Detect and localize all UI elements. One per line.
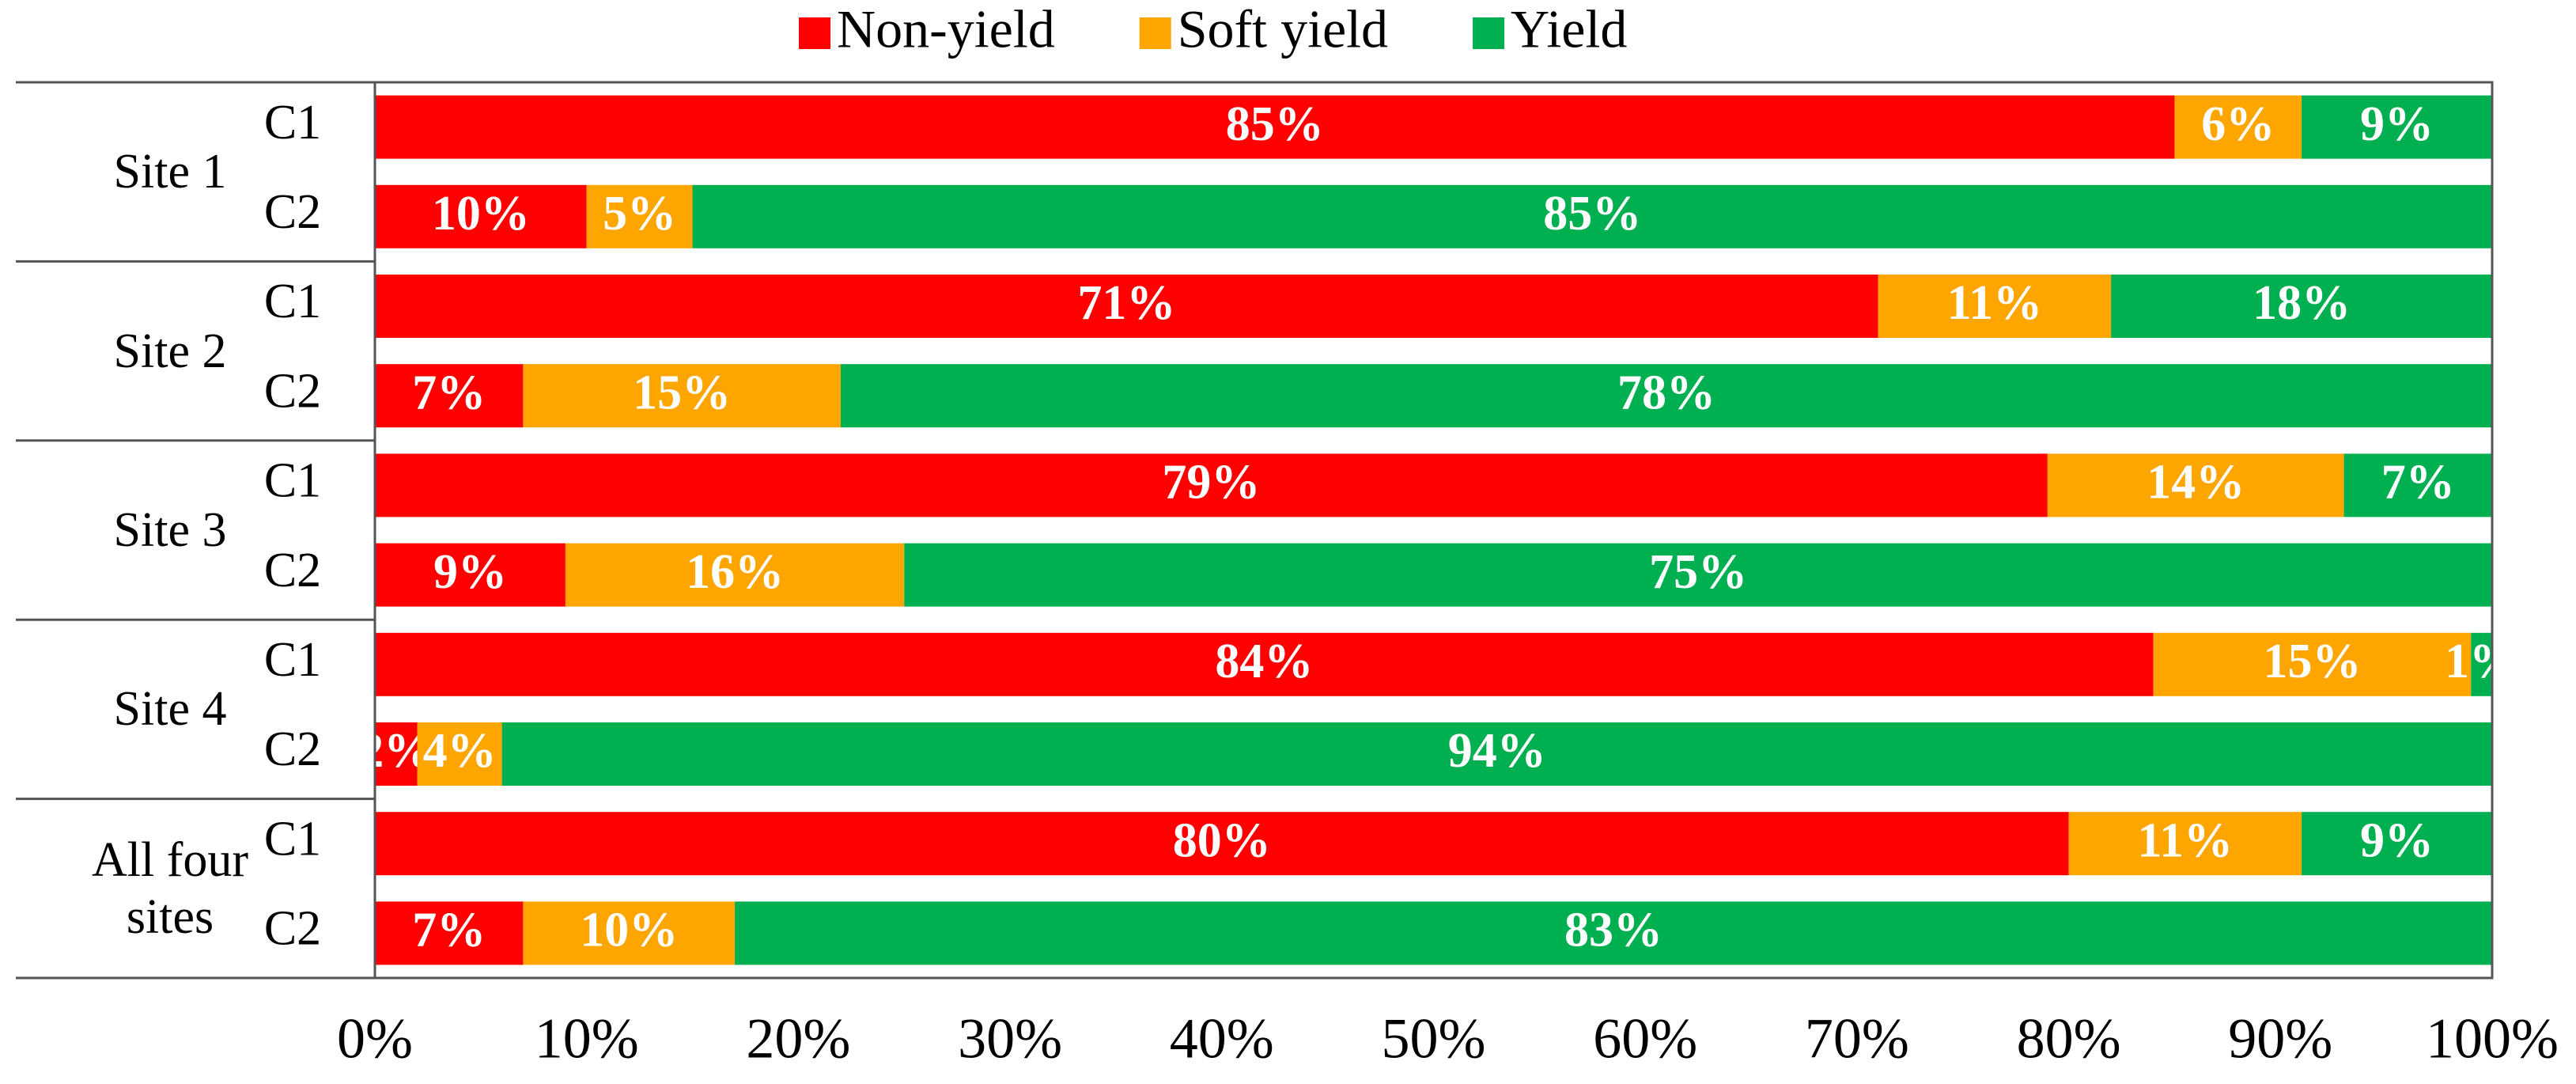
bar-segment [2302, 812, 2492, 876]
bar-segment [904, 543, 2492, 607]
bar-segment [375, 812, 2069, 876]
legend-label: Non-yield [837, 0, 1055, 59]
group-label: Site 4 [113, 682, 227, 737]
bar-segment [375, 95, 2175, 159]
bar-segment [692, 184, 2492, 248]
x-tick-label: 90% [2228, 1007, 2332, 1071]
bar-segment [2153, 632, 2472, 696]
bar-segment [565, 543, 905, 607]
data-label: 79% [1162, 456, 1260, 510]
data-label: 10% [580, 904, 678, 957]
data-label: 15% [633, 366, 731, 419]
bar-segment [375, 901, 524, 965]
bar-segment [2068, 812, 2302, 876]
data-label: 9% [433, 545, 507, 599]
data-label: 78% [1617, 366, 1715, 419]
data-label: 4% [423, 724, 497, 778]
data-label: 7% [412, 366, 486, 419]
legend-swatch [1473, 17, 1505, 49]
category-label: C2 [264, 185, 321, 239]
x-tick-label: 70% [1805, 1007, 1909, 1071]
category-label: C1 [264, 454, 321, 508]
category-label: C2 [264, 722, 321, 776]
group-label: Site 3 [113, 503, 227, 557]
bar-segment [2343, 453, 2492, 517]
bar-segment [501, 722, 2492, 786]
bar-segment [735, 901, 2492, 965]
bar-segment [375, 543, 566, 607]
data-label: 1% [2445, 635, 2518, 688]
category-label: C1 [264, 633, 321, 687]
bar-segment [840, 364, 2492, 428]
bar-segment [417, 722, 502, 786]
data-label: 75% [1649, 545, 1747, 599]
x-tick-label: 0% [337, 1007, 413, 1071]
bar-segment [375, 722, 418, 786]
data-label: 9% [2360, 813, 2434, 867]
bar-segment [2047, 453, 2344, 517]
data-label: 83% [1564, 904, 1662, 957]
data-label: 9% [2360, 97, 2434, 151]
data-label: 85% [1543, 187, 1641, 241]
data-label: 11% [1947, 276, 2043, 330]
data-label: 71% [1077, 276, 1175, 330]
legend-swatch [799, 17, 830, 49]
data-label: 5% [603, 187, 676, 241]
category-label: C1 [264, 812, 321, 866]
data-label: 7% [412, 904, 486, 957]
data-label: 94% [1448, 724, 1546, 778]
x-tick-label: 60% [1593, 1007, 1697, 1071]
group-label: Site 1 [113, 145, 227, 199]
data-label: 84% [1215, 635, 1313, 688]
x-tick-label: 30% [958, 1007, 1062, 1071]
data-label: 6% [2201, 97, 2275, 151]
x-tick-label: 100% [2426, 1007, 2559, 1071]
data-label: 11% [2138, 813, 2234, 867]
x-tick-label: 40% [1170, 1007, 1274, 1071]
bar-segment [523, 364, 841, 428]
bar-segment [1878, 275, 2112, 338]
data-label: 16% [686, 545, 784, 599]
group-label: All four sites [91, 832, 249, 944]
plot-frame [373, 81, 2494, 980]
x-tick-label: 10% [535, 1007, 639, 1071]
bar-segment [2302, 95, 2492, 159]
data-label: 7% [2381, 456, 2455, 510]
category-label: C2 [264, 364, 321, 418]
bar-segment [2174, 95, 2302, 159]
legend-label: Soft yield [1178, 0, 1388, 59]
data-label: 85% [1226, 97, 1324, 151]
category-label: C2 [264, 902, 321, 956]
x-tick-label: 20% [746, 1007, 850, 1071]
data-label: 10% [432, 187, 530, 241]
bar-segment [375, 275, 1878, 338]
bar-segment [2111, 275, 2492, 338]
bar-segment [375, 184, 587, 248]
bar-segment [375, 364, 524, 428]
data-label: 15% [2263, 635, 2361, 688]
group-label: Site 2 [113, 324, 227, 378]
bar-segment [2471, 632, 2492, 696]
category-label: C2 [264, 544, 321, 597]
category-label: C1 [264, 275, 321, 328]
x-tick-label: 80% [2017, 1007, 2121, 1071]
data-label: 18% [2253, 276, 2351, 330]
legend-label: Yield [1511, 0, 1627, 59]
bar-segment [586, 184, 693, 248]
bar-segment [523, 901, 736, 965]
data-label: 80% [1173, 813, 1271, 867]
category-label: C1 [264, 96, 321, 150]
legend-swatch [1139, 17, 1171, 49]
bar-segment [375, 453, 2048, 517]
x-tick-label: 50% [1382, 1007, 1486, 1071]
data-label: 14% [2147, 456, 2245, 510]
bar-segment [375, 632, 2154, 696]
